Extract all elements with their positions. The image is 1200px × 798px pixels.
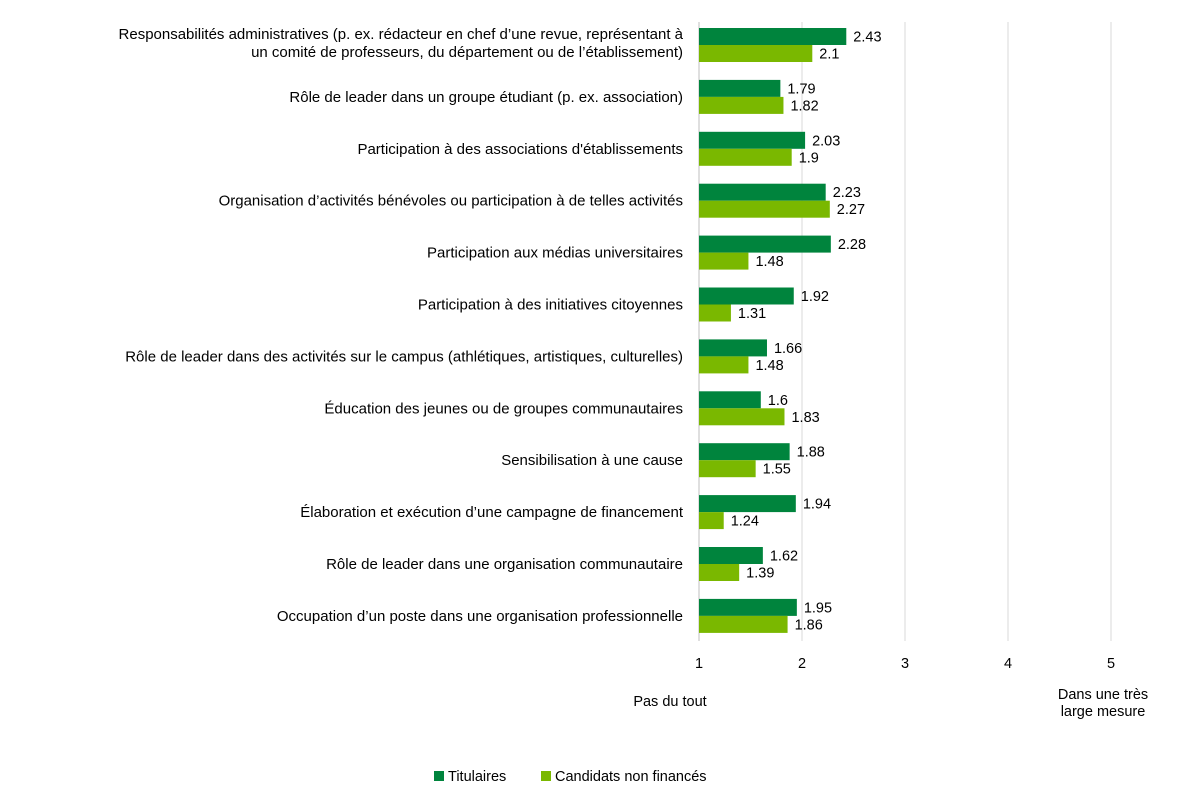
bar-titulaires bbox=[699, 79, 781, 97]
data-label: 1.79 bbox=[787, 81, 815, 97]
data-label: 2.23 bbox=[833, 185, 861, 201]
category-label: Rôle de leader dans une organisation com… bbox=[326, 556, 683, 573]
category-label: Participation à des associations d'établ… bbox=[357, 141, 683, 158]
x-tick-label: 2 bbox=[798, 656, 806, 672]
bar-candidats bbox=[699, 460, 756, 478]
data-label: 1.82 bbox=[790, 98, 818, 114]
bar-candidats bbox=[699, 304, 731, 322]
bar-titulaires bbox=[699, 391, 761, 409]
bar-titulaires bbox=[699, 547, 763, 564]
data-label: 1.66 bbox=[774, 341, 802, 357]
bar-candidats bbox=[699, 564, 740, 581]
category-label: Participation à des initiatives citoyenn… bbox=[418, 297, 683, 314]
data-label: 2.28 bbox=[838, 237, 866, 253]
category-label: Sensibilisation à une cause bbox=[501, 452, 683, 469]
data-label: 1.31 bbox=[738, 306, 766, 322]
bar-titulaires bbox=[699, 339, 767, 357]
data-label: 1.9 bbox=[799, 150, 819, 166]
bar-candidats bbox=[699, 512, 724, 530]
data-label: 1.88 bbox=[797, 445, 825, 461]
category-label: Rôle de leader dans un groupe étudiant (… bbox=[289, 89, 683, 106]
legend-label: Candidats non financés bbox=[555, 769, 707, 785]
bar-titulaires bbox=[699, 183, 826, 201]
data-label: 2.43 bbox=[853, 30, 881, 46]
category-label: Rôle de leader dans des activités sur le… bbox=[125, 348, 683, 365]
data-label: 1.55 bbox=[763, 462, 791, 478]
legend-swatch bbox=[541, 771, 551, 781]
scale-anchor-low: Pas du tout bbox=[633, 694, 706, 710]
category-label-line: un comité de professeurs, du département… bbox=[251, 44, 683, 61]
gridlines bbox=[801, 22, 1112, 641]
category-label: Éducation des jeunes ou de groupes commu… bbox=[324, 400, 683, 417]
bar-candidats bbox=[699, 252, 749, 270]
scale-anchor-high-line: Dans une très bbox=[1058, 687, 1148, 703]
category-label-line: Responsabilités administratives (p. ex. … bbox=[119, 26, 684, 43]
bar-titulaires bbox=[699, 598, 797, 616]
data-label: 2.03 bbox=[812, 133, 840, 149]
data-label: 1.86 bbox=[795, 617, 823, 633]
bar-titulaires bbox=[699, 28, 847, 45]
bar-candidats bbox=[699, 96, 784, 114]
bar-candidats bbox=[699, 148, 792, 166]
data-label: 1.92 bbox=[801, 289, 829, 305]
category-label: Élaboration et exécution d’une campagne … bbox=[300, 504, 684, 521]
bar-candidats bbox=[699, 45, 813, 62]
bars bbox=[699, 28, 847, 633]
category-label: Responsabilités administratives (p. ex. … bbox=[119, 26, 684, 61]
data-label: 2.1 bbox=[819, 47, 839, 63]
legend-label: Titulaires bbox=[448, 769, 506, 785]
data-label: 1.83 bbox=[791, 410, 819, 426]
scale-anchor-high-line: large mesure bbox=[1061, 704, 1146, 720]
bar-candidats bbox=[699, 356, 749, 374]
bar-titulaires bbox=[699, 495, 796, 513]
x-tick-label: 5 bbox=[1107, 656, 1115, 672]
data-label: 1.24 bbox=[731, 514, 759, 530]
bar-candidats bbox=[699, 200, 830, 218]
data-label: 1.48 bbox=[755, 254, 783, 270]
data-label: 1.39 bbox=[746, 566, 774, 582]
bar-titulaires bbox=[699, 287, 794, 305]
data-label: 1.95 bbox=[804, 600, 832, 616]
data-label: 2.27 bbox=[837, 202, 865, 218]
bar-candidats bbox=[699, 408, 785, 426]
legend-swatch bbox=[434, 771, 444, 781]
bar-candidats bbox=[699, 615, 788, 633]
category-label: Occupation d’un poste dans une organisat… bbox=[277, 608, 683, 625]
data-label: 1.48 bbox=[755, 358, 783, 374]
bar-titulaires bbox=[699, 131, 806, 149]
x-tick-label: 4 bbox=[1004, 656, 1012, 672]
data-label: 1.6 bbox=[768, 393, 788, 409]
scale-anchor-high: Dans une très large mesure bbox=[1058, 687, 1148, 720]
legend: Titulaires Candidats non financés bbox=[434, 769, 707, 785]
data-label: 1.62 bbox=[770, 549, 798, 565]
bar-titulaires bbox=[699, 443, 790, 461]
x-tick-label: 1 bbox=[695, 656, 703, 672]
category-label: Organisation d’activités bénévoles ou pa… bbox=[219, 193, 683, 210]
x-tick-label: 3 bbox=[901, 656, 909, 672]
bar-titulaires bbox=[699, 235, 831, 253]
category-label: Participation aux médias universitaires bbox=[427, 245, 683, 262]
data-label: 1.94 bbox=[803, 497, 831, 513]
